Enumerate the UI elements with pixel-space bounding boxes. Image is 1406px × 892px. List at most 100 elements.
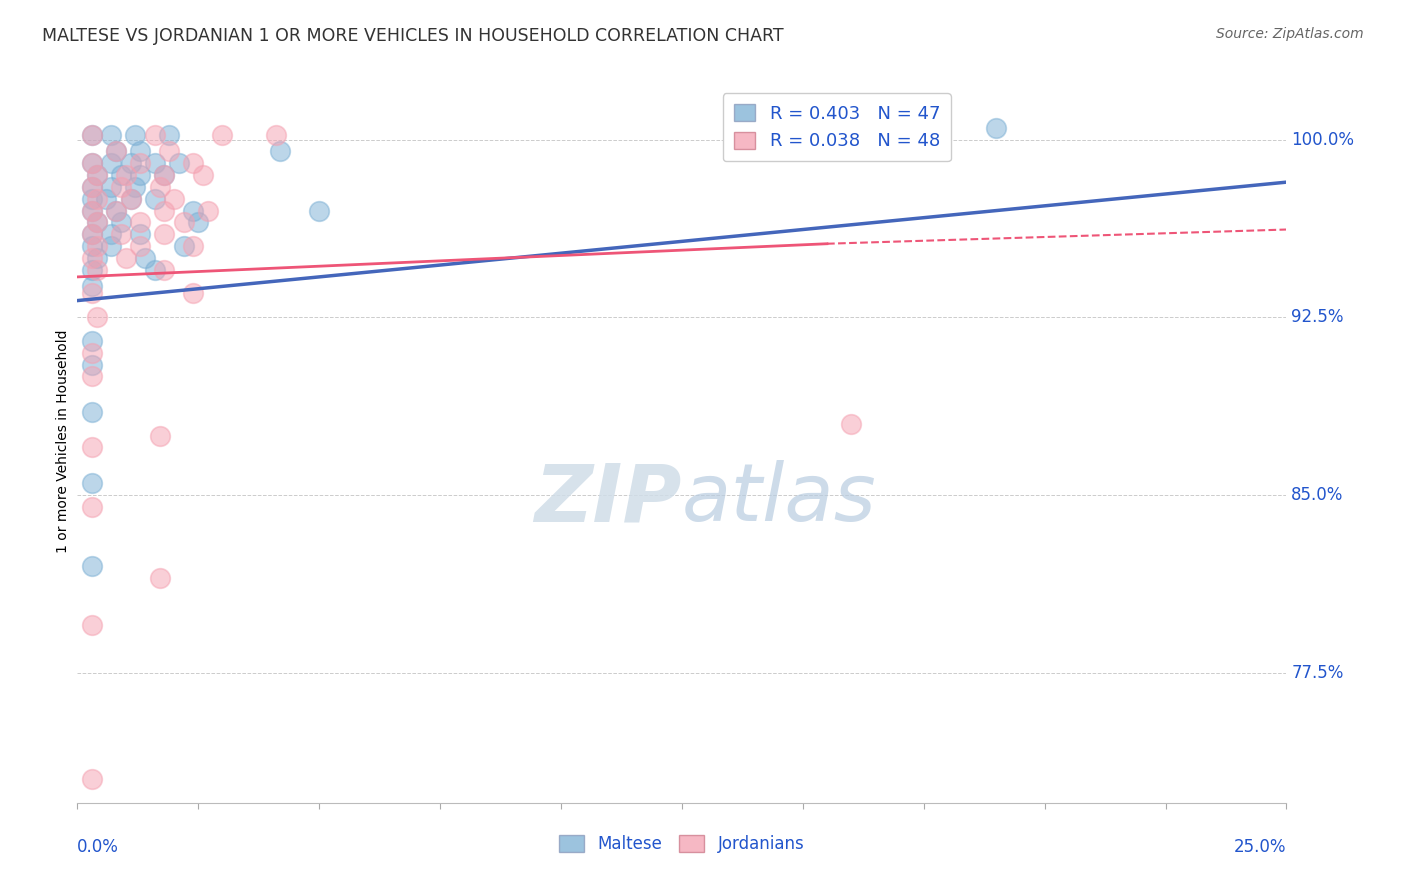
Point xyxy=(183,156,205,170)
Point xyxy=(153,203,176,218)
Text: atlas: atlas xyxy=(682,460,877,539)
Text: 85.0%: 85.0% xyxy=(1291,486,1344,504)
Point xyxy=(80,334,103,348)
Point xyxy=(80,227,103,242)
Point xyxy=(80,286,103,301)
Point xyxy=(86,192,108,206)
Point xyxy=(157,145,180,159)
Point xyxy=(110,227,132,242)
Point xyxy=(211,128,233,142)
Point xyxy=(143,128,166,142)
Point xyxy=(86,251,108,265)
Point xyxy=(183,203,205,218)
Point xyxy=(157,128,180,142)
Point xyxy=(80,369,103,384)
Point xyxy=(105,203,128,218)
Point xyxy=(148,428,170,442)
Point xyxy=(80,772,103,786)
Point xyxy=(80,251,103,265)
Point xyxy=(86,239,108,253)
Point xyxy=(105,145,128,159)
Point xyxy=(191,168,214,182)
Point xyxy=(80,345,103,359)
Point xyxy=(80,227,103,242)
Point xyxy=(86,168,108,182)
Point xyxy=(86,310,108,325)
Text: MALTESE VS JORDANIAN 1 OR MORE VEHICLES IN HOUSEHOLD CORRELATION CHART: MALTESE VS JORDANIAN 1 OR MORE VEHICLES … xyxy=(42,27,783,45)
Point xyxy=(100,180,122,194)
Point xyxy=(80,180,103,194)
Text: ZIP: ZIP xyxy=(534,460,682,539)
Point xyxy=(80,475,103,490)
Point xyxy=(129,156,152,170)
Point xyxy=(143,192,166,206)
Point xyxy=(114,251,136,265)
Point xyxy=(80,128,103,142)
Point xyxy=(80,558,103,573)
Point xyxy=(839,417,862,431)
Point xyxy=(80,239,103,253)
Point xyxy=(153,262,176,277)
Point xyxy=(86,168,108,182)
Text: 77.5%: 77.5% xyxy=(1291,664,1344,681)
Point xyxy=(986,120,1008,135)
Point xyxy=(129,227,152,242)
Point xyxy=(100,239,122,253)
Point xyxy=(100,128,122,142)
Point xyxy=(86,262,108,277)
Point xyxy=(120,192,142,206)
Point xyxy=(148,180,170,194)
Point xyxy=(80,279,103,293)
Point xyxy=(80,618,103,632)
Text: 25.0%: 25.0% xyxy=(1234,838,1286,856)
Point xyxy=(86,215,108,229)
Point xyxy=(173,215,195,229)
Point xyxy=(153,227,176,242)
Point xyxy=(163,192,186,206)
Point xyxy=(264,128,287,142)
Point xyxy=(80,405,103,419)
Point xyxy=(80,358,103,372)
Point xyxy=(153,168,176,182)
Point xyxy=(143,156,166,170)
Point xyxy=(80,262,103,277)
Text: 100.0%: 100.0% xyxy=(1291,130,1354,148)
Point xyxy=(105,145,128,159)
Point xyxy=(197,203,219,218)
Point xyxy=(80,203,103,218)
Point xyxy=(183,286,205,301)
Point xyxy=(80,180,103,194)
Point xyxy=(129,215,152,229)
Point xyxy=(308,203,330,218)
Point xyxy=(100,227,122,242)
Text: 0.0%: 0.0% xyxy=(77,838,120,856)
Point xyxy=(110,215,132,229)
Point xyxy=(129,145,152,159)
Point xyxy=(124,128,146,142)
Point xyxy=(114,168,136,182)
Point xyxy=(120,192,142,206)
Point xyxy=(80,203,103,218)
Point xyxy=(148,571,170,585)
Point xyxy=(269,145,291,159)
Point xyxy=(80,156,103,170)
Point xyxy=(96,192,118,206)
Point xyxy=(153,168,176,182)
Y-axis label: 1 or more Vehicles in Household: 1 or more Vehicles in Household xyxy=(56,330,70,553)
Point xyxy=(80,192,103,206)
Text: Source: ZipAtlas.com: Source: ZipAtlas.com xyxy=(1216,27,1364,41)
Point xyxy=(129,239,152,253)
Point xyxy=(120,156,142,170)
Point xyxy=(110,180,132,194)
Point xyxy=(80,441,103,455)
Point xyxy=(86,215,108,229)
Point xyxy=(105,203,128,218)
Point xyxy=(167,156,190,170)
Point xyxy=(129,168,152,182)
Point xyxy=(183,239,205,253)
Point xyxy=(80,500,103,514)
Point xyxy=(143,262,166,277)
Point xyxy=(173,239,195,253)
Point xyxy=(80,128,103,142)
Point xyxy=(80,156,103,170)
